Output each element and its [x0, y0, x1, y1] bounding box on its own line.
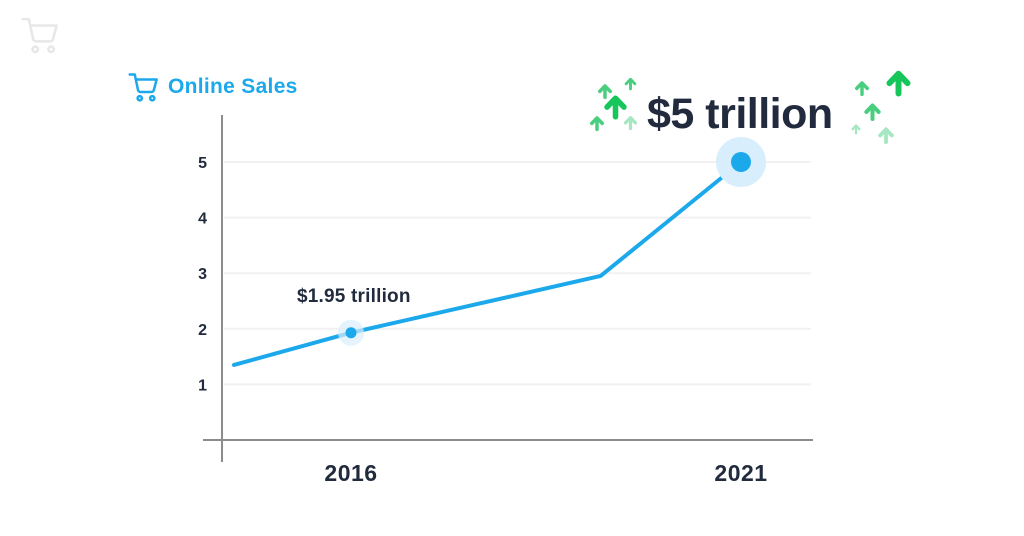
y-tick-label: 3: [198, 266, 207, 283]
y-tick-label: 1: [198, 377, 207, 394]
cart-icon: [128, 72, 159, 102]
y-tick-label: 2: [198, 322, 207, 339]
sales-line: [232, 160, 743, 367]
watermark-cart-icon: [21, 16, 59, 54]
y-tick-label: 4: [198, 211, 207, 228]
legend-label: Online Sales: [168, 75, 298, 98]
data-point: [345, 327, 357, 339]
legend: Online Sales: [128, 72, 298, 102]
annotation-2021-value: $5 trillion: [647, 90, 833, 138]
y-tick-label: 5: [198, 155, 207, 172]
x-tick-label: 2016: [324, 460, 377, 486]
x-tick-label: 2021: [714, 460, 767, 486]
data-point: [731, 152, 751, 172]
annotation-2016-value: $1.95 trillion: [297, 286, 411, 307]
